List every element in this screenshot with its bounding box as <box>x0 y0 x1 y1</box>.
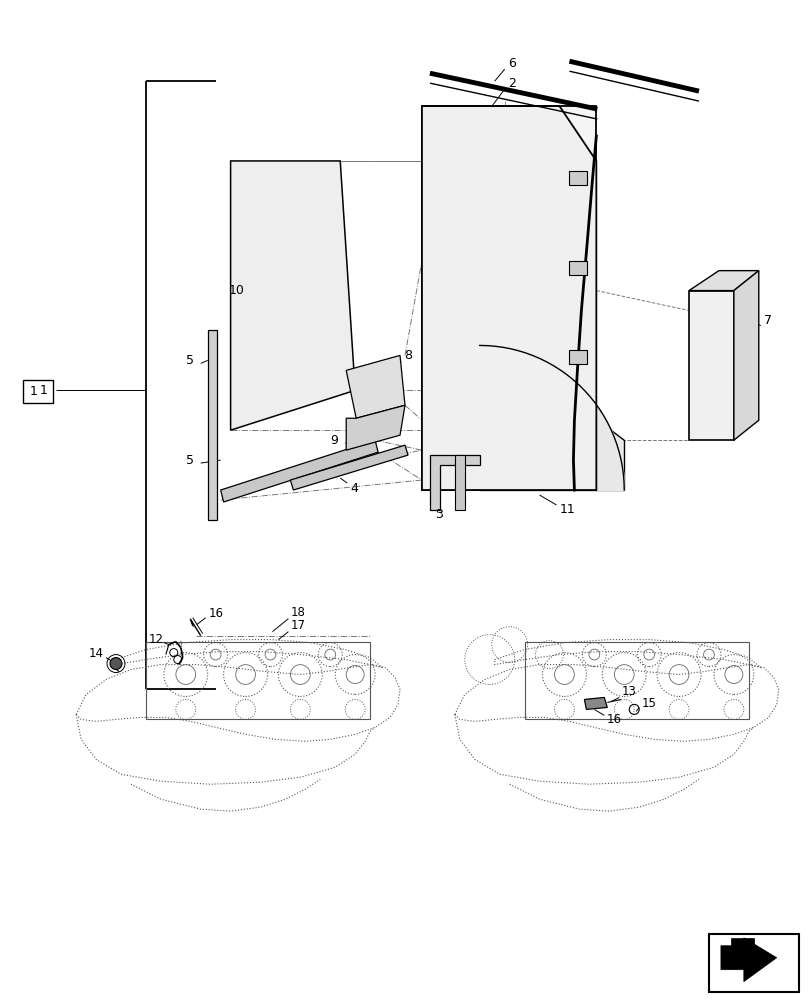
Polygon shape <box>422 106 595 490</box>
Polygon shape <box>689 291 733 440</box>
Text: 12: 12 <box>148 633 164 646</box>
Text: 1: 1 <box>29 385 37 398</box>
Text: 7: 7 <box>763 314 770 327</box>
Text: 16: 16 <box>208 607 223 620</box>
Polygon shape <box>708 934 798 992</box>
Polygon shape <box>422 106 595 490</box>
Polygon shape <box>221 440 378 502</box>
Polygon shape <box>345 355 405 418</box>
Text: 6: 6 <box>507 57 515 70</box>
Polygon shape <box>569 171 586 185</box>
Text: 10: 10 <box>229 284 244 297</box>
Text: 3: 3 <box>435 508 442 521</box>
Polygon shape <box>230 161 354 430</box>
Polygon shape <box>290 445 407 490</box>
Polygon shape <box>720 938 776 982</box>
Polygon shape <box>733 271 757 440</box>
Text: 16: 16 <box>606 713 620 726</box>
Circle shape <box>109 658 122 670</box>
Text: 8: 8 <box>404 349 411 362</box>
Text: 17: 17 <box>290 619 305 632</box>
Text: 4: 4 <box>350 482 358 495</box>
Text: 13: 13 <box>620 685 635 698</box>
Polygon shape <box>730 938 753 946</box>
Polygon shape <box>479 330 624 490</box>
Text: 15: 15 <box>641 697 655 710</box>
Polygon shape <box>584 697 607 709</box>
Text: 5: 5 <box>186 354 194 367</box>
Polygon shape <box>569 261 586 275</box>
Text: 14: 14 <box>89 647 104 660</box>
Text: 5: 5 <box>186 454 194 467</box>
Polygon shape <box>345 405 405 450</box>
Text: 18: 18 <box>290 606 305 619</box>
Polygon shape <box>689 271 757 291</box>
Text: 11: 11 <box>559 503 574 516</box>
Text: 1: 1 <box>39 384 47 397</box>
Polygon shape <box>454 455 464 510</box>
Polygon shape <box>429 455 479 510</box>
Polygon shape <box>24 380 54 403</box>
Polygon shape <box>208 330 217 520</box>
Text: 9: 9 <box>330 434 337 447</box>
Polygon shape <box>569 350 586 364</box>
Text: 2: 2 <box>507 77 515 90</box>
